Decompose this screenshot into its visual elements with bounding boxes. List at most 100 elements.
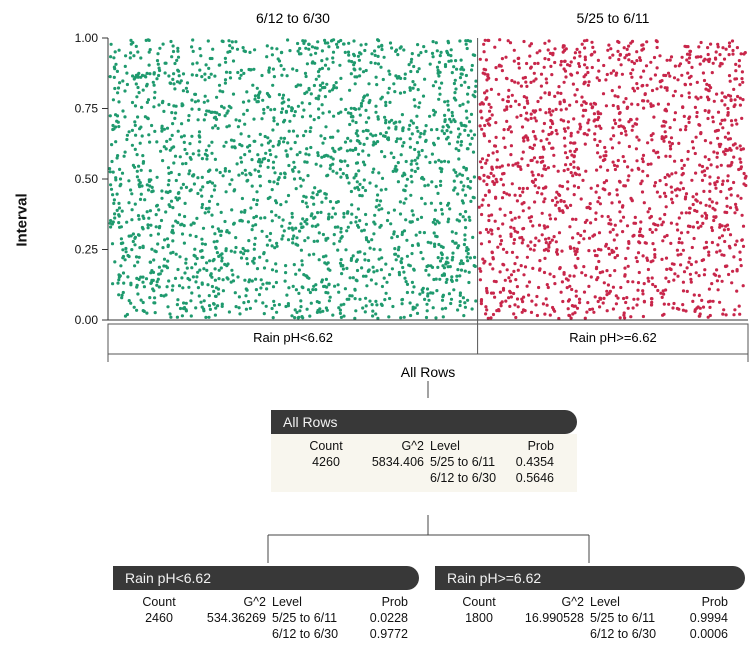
scatter-point: [373, 61, 377, 65]
scatter-point: [709, 42, 713, 46]
scatter-point: [342, 42, 346, 46]
scatter-point: [520, 241, 524, 245]
scatter-point: [318, 83, 322, 87]
tree-node-right[interactable]: Rain pH>=6.62 Count G^2 Level Prob 1800 …: [435, 566, 745, 648]
scatter-point: [292, 234, 296, 238]
scatter-point: [544, 297, 548, 301]
scatter-point: [272, 119, 276, 123]
scatter-point: [381, 77, 385, 82]
scatter-point: [172, 72, 176, 76]
scatter-point: [618, 210, 622, 214]
scatter-point: [681, 248, 686, 252]
scatter-point: [533, 134, 537, 138]
scatter-point: [676, 274, 680, 278]
scatter-point: [537, 223, 542, 227]
scatter-point: [613, 94, 617, 98]
scatter-point: [248, 149, 252, 153]
scatter-point: [458, 274, 462, 278]
scatter-point: [646, 267, 651, 272]
scatter-point: [721, 46, 725, 50]
scatter-point: [455, 67, 459, 71]
scatter-point: [728, 206, 733, 210]
scatter-point: [650, 230, 655, 234]
scatter-point: [613, 223, 617, 227]
scatter-point: [486, 230, 490, 234]
scatter-point: [412, 268, 416, 272]
tree-node-root[interactable]: All Rows Count G^2 Level Prob 4260 5834.…: [271, 410, 577, 492]
scatter-point: [434, 277, 438, 281]
scatter-point: [338, 239, 342, 243]
scatter-point: [589, 221, 593, 225]
scatter-point: [571, 174, 575, 178]
scatter-point: [690, 65, 694, 69]
scatter-point: [598, 139, 602, 143]
scatter-point: [121, 79, 125, 83]
scatter-point: [456, 127, 461, 131]
scatter-point: [167, 279, 171, 283]
scatter-point: [395, 76, 400, 80]
scatter-point: [701, 258, 706, 262]
scatter-point: [355, 129, 359, 133]
scatter-point: [715, 155, 719, 159]
scatter-point: [423, 297, 427, 301]
scatter-point: [604, 179, 609, 183]
scatter-point: [415, 303, 419, 307]
scatter-point: [481, 198, 485, 202]
scatter-point: [572, 160, 576, 164]
scatter-point: [646, 174, 650, 178]
scatter-point: [291, 237, 295, 241]
scatter-point: [740, 77, 744, 81]
scatter-point: [280, 101, 284, 105]
scatter-point: [271, 285, 276, 289]
scatter-point: [380, 207, 384, 211]
scatter-point: [258, 255, 262, 259]
scatter-point: [672, 278, 676, 282]
scatter-point: [382, 55, 386, 59]
scatter-point: [288, 221, 292, 225]
scatter-point: [330, 215, 334, 219]
scatter-point: [546, 166, 551, 170]
scatter-point: [258, 132, 262, 136]
scatter-point: [374, 312, 378, 316]
scatter-point: [438, 277, 442, 281]
scatter-point: [733, 98, 737, 102]
scatter-point: [570, 304, 575, 308]
scatter-point: [324, 237, 328, 241]
scatter-point: [638, 227, 643, 231]
scatter-point: [227, 39, 231, 43]
scatter-point: [737, 304, 741, 308]
scatter-point: [215, 251, 219, 255]
scatter-point: [669, 136, 674, 140]
scatter-point: [582, 100, 586, 104]
scatter-point: [409, 174, 413, 178]
scatter-point: [487, 139, 492, 143]
scatter-point: [687, 116, 691, 121]
scatter-point: [404, 197, 408, 201]
scatter-point: [689, 82, 693, 86]
scatter-point: [480, 127, 484, 131]
scatter-point: [241, 246, 245, 251]
scatter-point: [407, 63, 411, 67]
scatter-point: [631, 280, 635, 284]
scatter-point: [470, 307, 474, 311]
scatter-point: [537, 285, 541, 290]
scatter-point: [702, 189, 706, 193]
scatter-point: [412, 285, 416, 289]
scatter-point: [295, 236, 299, 240]
scatter-point: [392, 208, 396, 212]
scatter-point: [662, 119, 666, 123]
scatter-point: [641, 169, 645, 173]
tree-node-left[interactable]: Rain pH<6.62 Count G^2 Level Prob 2460 5…: [113, 566, 419, 648]
scatter-point: [543, 197, 547, 201]
scatter-point: [707, 59, 711, 64]
scatter-point: [503, 145, 507, 149]
scatter-point: [563, 144, 567, 148]
scatter-point: [487, 102, 491, 106]
scatter-point: [255, 267, 260, 271]
scatter-point: [250, 279, 254, 283]
scatter-point: [141, 160, 146, 164]
scatter-point: [233, 145, 237, 149]
scatter-point: [535, 160, 539, 164]
scatter-point: [470, 136, 474, 140]
scatter-point: [165, 139, 169, 143]
